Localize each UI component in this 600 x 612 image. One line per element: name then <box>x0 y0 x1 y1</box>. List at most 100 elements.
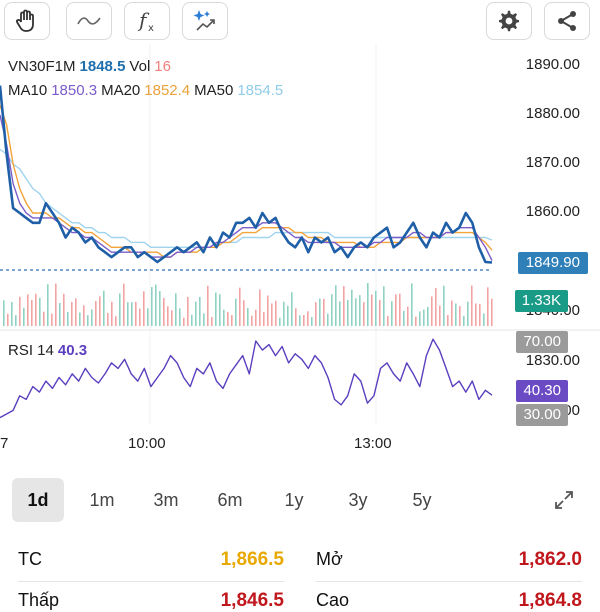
volume-bar <box>47 284 49 326</box>
legend-ma50-value: 1854.5 <box>237 82 284 99</box>
volume-bar <box>195 301 197 326</box>
legend-rsi: RSI 14 40.3 <box>8 342 91 359</box>
volume-bar <box>323 298 325 326</box>
volume-bar <box>247 307 249 326</box>
magic-indicator-button[interactable] <box>182 2 228 40</box>
volume-bar <box>367 282 369 326</box>
volume-bar <box>151 287 153 326</box>
volume-bar <box>419 311 421 326</box>
volume-bar <box>203 313 205 326</box>
price-axis-label: 1880.00 <box>525 105 580 122</box>
volume-bar <box>199 296 201 326</box>
volume-bar <box>99 296 101 326</box>
volume-bar <box>39 297 41 326</box>
volume-bar <box>171 310 173 326</box>
legend-price: VN30F1M 1848.5 Vol 16 <box>8 58 175 75</box>
volume-bar <box>403 310 405 326</box>
volume-bar <box>355 298 357 326</box>
volume-bar <box>243 300 245 326</box>
open-label: Mở <box>316 549 343 569</box>
legend-ma: MA10 1850.3 MA20 1852.4 MA50 1854.5 <box>8 82 287 99</box>
volume-bar <box>35 293 37 326</box>
legend-vol-value: 16 <box>154 58 171 75</box>
series-line-vn30f1m <box>0 85 493 264</box>
volume-bar <box>371 294 373 326</box>
range-tab-1m[interactable]: 1m <box>89 490 115 510</box>
volume-bar <box>175 293 177 326</box>
volume-bar <box>339 301 341 326</box>
current-price-tag: 1849.90 <box>517 252 588 274</box>
volume-bar <box>15 315 17 326</box>
volume-bar <box>375 290 377 326</box>
volume-bar <box>407 306 409 326</box>
volume-bar <box>467 301 469 326</box>
volume-bar <box>487 287 489 326</box>
legend-symbol: VN30F1M <box>8 58 76 75</box>
volume-bar <box>79 312 81 326</box>
share-button[interactable] <box>544 2 590 40</box>
volume-bar <box>439 305 441 326</box>
volume-bar <box>299 315 301 326</box>
volume-bar <box>267 295 269 326</box>
price-axis-label: 1890.00 <box>525 56 580 73</box>
volume-bar <box>11 302 13 326</box>
volume-bar <box>391 301 393 326</box>
volume-bar <box>219 294 221 326</box>
volume-bar <box>215 292 217 326</box>
volume-bar <box>415 316 417 326</box>
function-button[interactable]: f x <box>124 2 170 40</box>
volume-bar <box>423 309 425 326</box>
volume-bar <box>351 289 353 326</box>
open-value: 1,862.0 <box>518 549 582 570</box>
volume-bar <box>179 308 181 326</box>
volume-bar <box>155 284 157 326</box>
volume-bar <box>183 317 185 326</box>
volume-bar <box>95 301 97 326</box>
volume-bar <box>91 309 93 326</box>
range-tab-1d[interactable]: 1d <box>12 478 64 522</box>
volume-bar <box>291 292 293 326</box>
volume-bar <box>295 308 297 326</box>
price-chart[interactable]: VN30F1M 1848.5 Vol 16 MA10 1850.3 MA20 1852.4 M… <box>0 44 600 464</box>
stats-divider <box>18 581 284 582</box>
volume-bar <box>147 308 149 326</box>
volume-bar <box>67 311 69 326</box>
volume-bar <box>455 303 457 326</box>
range-tab-1y[interactable]: 1y <box>284 490 304 510</box>
range-selector: 1d 1m 3m 6m 1y 3y 5y <box>12 478 588 522</box>
volume-bar <box>275 300 277 326</box>
volume-bar <box>435 288 437 326</box>
volume-bar <box>387 316 389 326</box>
volume-bar <box>227 311 229 326</box>
settings-button[interactable] <box>486 2 532 40</box>
volume-bar <box>443 285 445 326</box>
volume-bar <box>263 312 265 326</box>
volume-bar <box>143 291 145 326</box>
volume-bar <box>83 305 85 326</box>
legend-rsi-label: RSI 14 <box>8 342 54 359</box>
legend-price-value: 1848.5 <box>79 58 126 75</box>
rsi-upper-tag: 70.00 <box>516 331 568 353</box>
fullscreen-button[interactable] <box>544 478 584 522</box>
volume-bar <box>379 299 381 326</box>
range-tab-6m[interactable]: 6m <box>217 490 243 510</box>
volume-bar <box>3 300 5 326</box>
volume-bar <box>259 289 261 326</box>
volume-bar <box>395 294 397 326</box>
tc-label: TC <box>18 549 42 569</box>
series-line-ma10 <box>0 114 493 261</box>
volume-bar <box>31 300 33 326</box>
volume-bar <box>231 315 233 326</box>
volume-bar <box>71 301 73 326</box>
hand-drawing-icon <box>15 9 34 32</box>
price-axis-label: 1830.00 <box>525 352 580 369</box>
range-tab-5y[interactable]: 5y <box>412 490 432 510</box>
volume-bar <box>303 315 305 326</box>
chart-canvas[interactable] <box>0 44 600 464</box>
rsi-lower-tag: 30.00 <box>516 404 568 426</box>
price-axis-label: 1870.00 <box>525 154 580 171</box>
range-tab-3y[interactable]: 3y <box>348 490 368 510</box>
range-tab-3m[interactable]: 3m <box>153 490 179 510</box>
hand-drawing-button[interactable] <box>4 2 50 40</box>
curve-button[interactable] <box>66 2 112 40</box>
